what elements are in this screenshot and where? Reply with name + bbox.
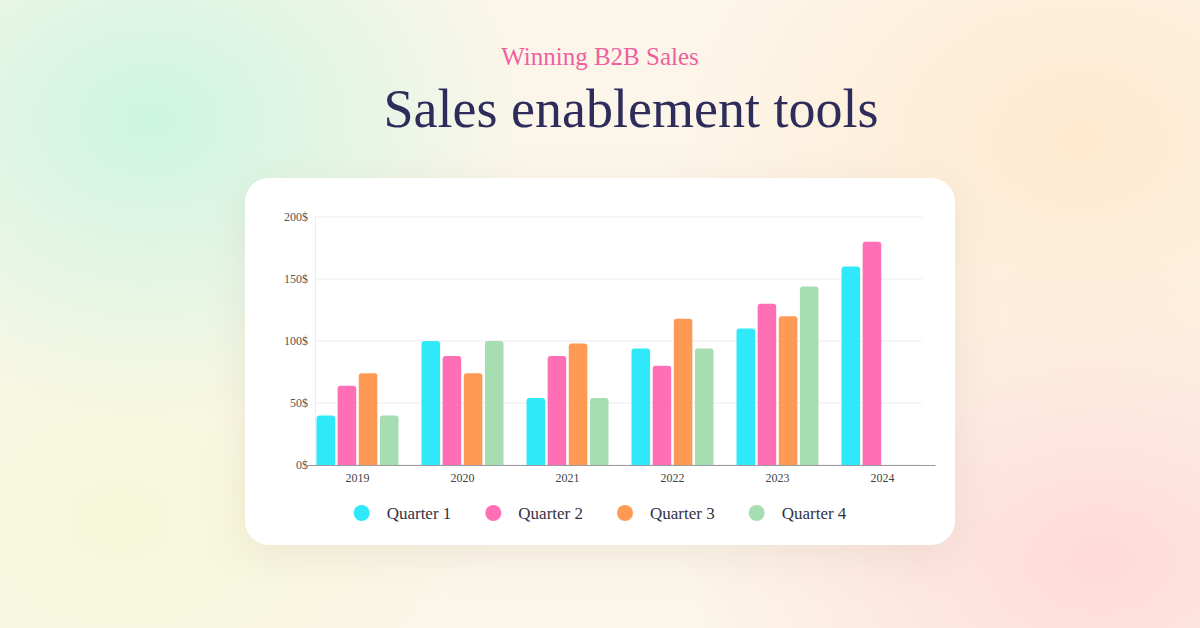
grid-line <box>315 403 922 404</box>
x-tick: 2020 <box>451 465 475 485</box>
y-tick: 100$ <box>284 334 315 348</box>
legend-item: Quarter 2 <box>485 504 583 523</box>
x-tick-label: 2019 <box>346 471 370 485</box>
bar <box>674 319 693 465</box>
y-axis: 0$50$100$150$200$ <box>284 210 316 472</box>
bar <box>800 286 819 465</box>
bar <box>842 267 861 465</box>
grid-line <box>315 341 922 342</box>
y-tick-label: 200$ <box>284 210 308 224</box>
x-tick: 2022 <box>661 465 685 485</box>
x-tick: 2021 <box>556 465 580 485</box>
bar <box>338 386 357 465</box>
bar <box>632 348 651 465</box>
legend-label: Quarter 4 <box>782 504 847 523</box>
bar <box>737 329 756 465</box>
legend-swatch <box>485 505 501 521</box>
y-axis-line <box>315 218 316 466</box>
bar <box>695 348 714 465</box>
bar <box>359 373 378 465</box>
bar <box>464 373 483 465</box>
bar <box>422 341 441 465</box>
x-tick: 2024 <box>871 465 895 485</box>
bar <box>590 398 609 465</box>
legend-label: Quarter 1 <box>387 504 452 523</box>
y-tick-label: 100$ <box>284 334 308 348</box>
bar <box>317 415 336 465</box>
x-axis-line <box>306 465 936 466</box>
bar <box>779 316 798 465</box>
legend-item: Quarter 3 <box>617 504 715 523</box>
bar <box>758 304 777 465</box>
x-tick-label: 2020 <box>451 471 475 485</box>
y-tick-label: 50$ <box>290 396 308 410</box>
bars <box>317 242 882 465</box>
x-tick-label: 2022 <box>661 471 685 485</box>
x-tick: 2019 <box>346 465 370 485</box>
bar <box>380 415 399 465</box>
title: Sales enablement tools <box>384 79 879 139</box>
legend-item: Quarter 4 <box>749 504 847 523</box>
x-tick: 2023 <box>766 465 790 485</box>
y-tick: 50$ <box>290 396 315 410</box>
subtitle: Winning B2B Sales <box>501 43 699 70</box>
grid-line <box>315 217 922 218</box>
x-axis: 2019 2020 2021 2022 2023 2024 <box>306 465 936 485</box>
bar <box>485 341 504 465</box>
chart: Winning B2B SalesSales enablement tools0… <box>0 0 1200 628</box>
bar <box>527 398 546 465</box>
bar <box>548 356 567 465</box>
legend-label: Quarter 2 <box>518 504 583 523</box>
grid-line <box>315 279 922 280</box>
bar <box>863 242 882 465</box>
x-tick-label: 2024 <box>871 471 895 485</box>
x-tick-label: 2023 <box>766 471 790 485</box>
legend-swatch <box>617 505 633 521</box>
bar <box>653 366 672 465</box>
y-tick: 150$ <box>284 272 315 286</box>
legend-swatch <box>354 505 370 521</box>
legend-label: Quarter 3 <box>650 504 715 523</box>
legend: Quarter 1 Quarter 2 Quarter 3 Quarter 4 <box>354 504 847 523</box>
y-tick: 200$ <box>284 210 315 224</box>
legend-swatch <box>749 505 765 521</box>
grid <box>315 217 922 465</box>
bar <box>569 343 588 465</box>
legend-item: Quarter 1 <box>354 504 452 523</box>
x-tick-label: 2021 <box>556 471 580 485</box>
y-tick-label: 150$ <box>284 272 308 286</box>
bar <box>443 356 462 465</box>
